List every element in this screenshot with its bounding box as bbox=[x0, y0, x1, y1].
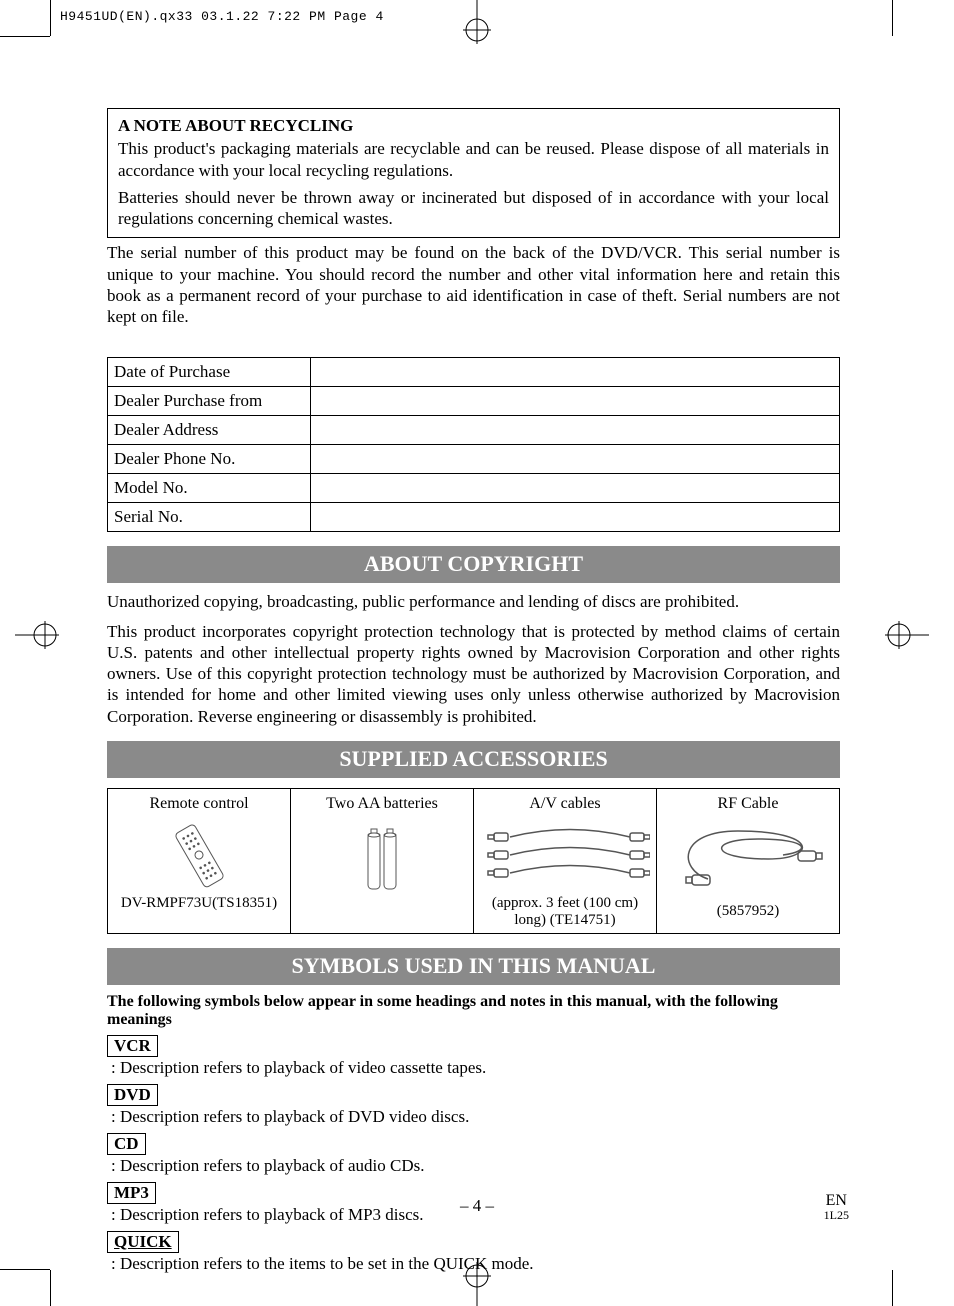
row-value bbox=[311, 387, 840, 416]
recycling-p2: Batteries should never be thrown away or… bbox=[118, 187, 829, 230]
crop-mark bbox=[0, 1269, 50, 1270]
accessory-rf-cable: RF Cable (5857952) bbox=[657, 788, 840, 933]
row-value bbox=[311, 416, 840, 445]
row-value bbox=[311, 445, 840, 474]
rf-cable-icon bbox=[668, 819, 828, 899]
row-label: Dealer Purchase from bbox=[108, 387, 311, 416]
section-supplied-accessories: SUPPLIED ACCESSORIES bbox=[107, 741, 840, 778]
symbol-desc: : Description refers to playback of audi… bbox=[111, 1156, 840, 1176]
accessory-av-cables: A/V cables bbox=[474, 788, 657, 933]
symbol-desc: : Description refers to playback of DVD … bbox=[111, 1107, 840, 1127]
symbol-dvd: DVD : Description refers to playback of … bbox=[107, 1084, 840, 1127]
crop-mark bbox=[892, 1270, 893, 1306]
symbol-quick: QUICK : Description refers to the items … bbox=[107, 1231, 840, 1274]
accessory-title: RF Cable bbox=[659, 795, 837, 813]
accessory-title: Two AA batteries bbox=[293, 795, 471, 813]
page: H9451UD(EN).qx33 03.1.22 7:22 PM Page 4 … bbox=[0, 0, 954, 1306]
section-symbols: SYMBOLS USED IN THIS MANUAL bbox=[107, 948, 840, 985]
row-label: Serial No. bbox=[108, 503, 311, 532]
row-label: Dealer Phone No. bbox=[108, 445, 311, 474]
symbol-tag: CD bbox=[107, 1133, 146, 1155]
footer-en-text: EN bbox=[824, 1193, 849, 1209]
row-label: Model No. bbox=[108, 474, 311, 503]
registration-mark-top bbox=[457, 0, 497, 48]
footer-code: 1L25 bbox=[824, 1209, 849, 1221]
crop-mark bbox=[50, 0, 51, 36]
remote-icon bbox=[164, 819, 234, 891]
accessory-sub: (approx. 3 feet (100 cm) long) (TE14751) bbox=[476, 895, 654, 929]
row-label: Date of Purchase bbox=[108, 358, 311, 387]
accessory-sub: DV-RMPF73U(TS18351) bbox=[110, 895, 288, 912]
crop-mark bbox=[50, 1270, 51, 1306]
registration-mark-right bbox=[881, 620, 929, 650]
crop-mark bbox=[892, 0, 893, 36]
row-value bbox=[311, 503, 840, 532]
symbol-tag: VCR bbox=[107, 1035, 158, 1057]
accessory-batteries: Two AA batteries bbox=[291, 788, 474, 933]
crop-mark bbox=[0, 36, 50, 37]
accessory-title: A/V cables bbox=[476, 795, 654, 813]
recycling-title: A NOTE ABOUT RECYCLING bbox=[118, 115, 829, 136]
accessory-sub: (5857952) bbox=[659, 903, 837, 920]
table-row: Serial No. bbox=[108, 503, 840, 532]
purchase-info-table: Date of Purchase Dealer Purchase from De… bbox=[107, 357, 840, 532]
symbol-vcr: VCR : Description refers to playback of … bbox=[107, 1035, 840, 1078]
section-about-copyright: ABOUT COPYRIGHT bbox=[107, 546, 840, 583]
symbols-intro: The following symbols below appear in so… bbox=[107, 993, 840, 1029]
content-area: A NOTE ABOUT RECYCLING This product's pa… bbox=[107, 108, 840, 1278]
batteries-icon bbox=[352, 819, 412, 899]
symbol-cd: CD : Description refers to playback of a… bbox=[107, 1133, 840, 1176]
av-cables-icon bbox=[480, 819, 650, 891]
symbol-desc: : Description refers to the items to be … bbox=[111, 1254, 840, 1274]
row-label: Dealer Address bbox=[108, 416, 311, 445]
serial-number-info: The serial number of this product may be… bbox=[107, 242, 840, 327]
table-row: Dealer Phone No. bbox=[108, 445, 840, 474]
row-value bbox=[311, 358, 840, 387]
symbol-desc: : Description refers to playback of vide… bbox=[111, 1058, 840, 1078]
accessory-title: Remote control bbox=[110, 795, 288, 813]
recycling-note-box: A NOTE ABOUT RECYCLING This product's pa… bbox=[107, 108, 840, 238]
accessory-remote: Remote control DV-RMPF bbox=[108, 788, 291, 933]
registration-mark-left bbox=[15, 620, 63, 650]
copyright-p1: Unauthorized copying, broadcasting, publ… bbox=[107, 591, 840, 612]
copyright-p2: This product incorporates copyright prot… bbox=[107, 621, 840, 727]
page-number: – 4 – bbox=[0, 1196, 954, 1216]
footer-language: EN 1L25 bbox=[824, 1193, 849, 1221]
symbol-tag: DVD bbox=[107, 1084, 158, 1106]
symbol-tag: QUICK bbox=[107, 1231, 179, 1253]
table-row: Date of Purchase bbox=[108, 358, 840, 387]
accessories-table: Remote control DV-RMPF bbox=[107, 788, 840, 934]
row-value bbox=[311, 474, 840, 503]
table-row: Model No. bbox=[108, 474, 840, 503]
recycling-p1: This product's packaging materials are r… bbox=[118, 138, 829, 181]
table-row: Dealer Address bbox=[108, 416, 840, 445]
print-header: H9451UD(EN).qx33 03.1.22 7:22 PM Page 4 bbox=[60, 9, 384, 24]
table-row: Dealer Purchase from bbox=[108, 387, 840, 416]
